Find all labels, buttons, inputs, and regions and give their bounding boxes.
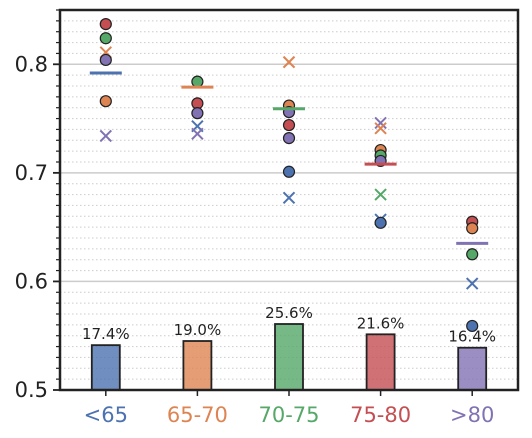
cross-marker: [282, 191, 296, 205]
cross-marker: [191, 127, 204, 140]
circle-marker: [466, 248, 479, 261]
share-bar-label: 25.6%: [265, 304, 313, 322]
x-axis: <65 65-70 70-75 75-80 >80: [84, 390, 494, 427]
x-category-label: <65: [84, 403, 128, 427]
cross-marker: [99, 129, 113, 143]
circle-marker: [99, 95, 112, 108]
share-bar: [182, 340, 213, 391]
x-category-label: 65-70: [167, 403, 228, 427]
circle-marker: [466, 222, 479, 235]
share-bar-label: 19.0%: [174, 321, 222, 339]
circle-marker: [191, 75, 204, 88]
cross-marker: [374, 116, 387, 130]
x-category-label: >80: [450, 403, 494, 427]
y-axis: 0.5 0.6 0.7 0.8: [15, 9, 60, 402]
share-bar: [90, 344, 121, 391]
y-tick-label: 0.8: [15, 52, 48, 76]
y-tick-label: 0.5: [15, 378, 48, 402]
circle-marker: [282, 118, 296, 132]
circle-marker: [374, 216, 387, 229]
data-markers: [99, 18, 479, 333]
share-bars: 17.4% 19.0% 25.6% 21.6% 16.4%: [82, 304, 496, 391]
x-category-label: 75-80: [350, 403, 411, 427]
share-bar-label: 16.4%: [448, 328, 496, 346]
y-tick-label: 0.6: [15, 269, 48, 293]
circle-marker: [99, 32, 112, 45]
share-bar-label: 21.6%: [357, 314, 405, 332]
x-category-label: 70-75: [258, 403, 319, 427]
circle-marker: [99, 18, 112, 31]
share-bar-label: 17.4%: [82, 325, 130, 343]
circle-marker: [466, 319, 479, 333]
circle-marker: [191, 107, 204, 120]
share-bar: [365, 333, 396, 391]
circle-marker: [282, 132, 296, 145]
y-tick-label: 0.7: [15, 161, 48, 185]
circle-marker: [99, 53, 112, 67]
cross-marker: [374, 188, 387, 201]
cross-marker: [282, 55, 296, 69]
cross-marker: [465, 277, 479, 290]
share-bar: [457, 346, 488, 391]
mean-lines: [89, 71, 489, 245]
share-bar: [274, 323, 304, 391]
circle-marker: [282, 165, 296, 178]
cross-marker: [374, 122, 387, 135]
